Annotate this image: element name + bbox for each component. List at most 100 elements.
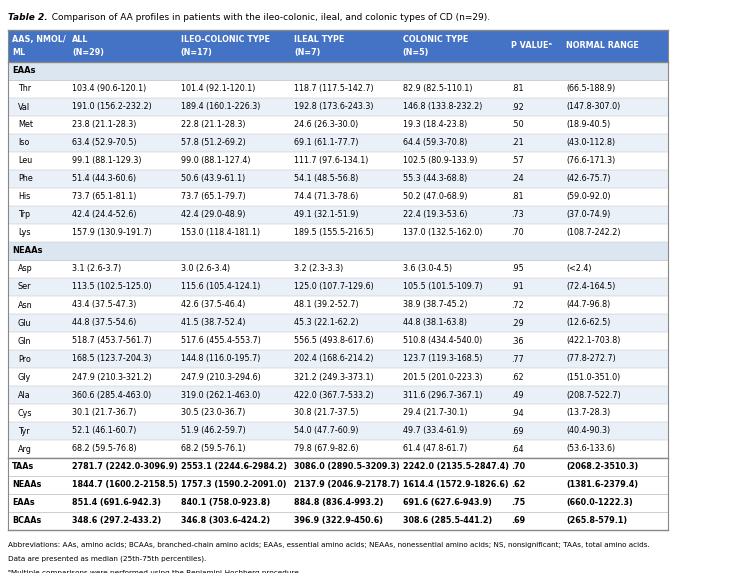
Bar xyxy=(8,242,667,260)
Text: 68.2 (59.5-76.8): 68.2 (59.5-76.8) xyxy=(72,445,137,453)
Text: 24.6 (26.3-30.0): 24.6 (26.3-30.0) xyxy=(294,120,359,129)
Text: (108.7-242.2): (108.7-242.2) xyxy=(566,229,621,237)
Text: .94: .94 xyxy=(511,409,524,418)
Text: Trp: Trp xyxy=(18,210,30,219)
Bar xyxy=(8,368,667,386)
Text: Val: Val xyxy=(18,103,30,112)
Text: 102.5 (80.9-133.9): 102.5 (80.9-133.9) xyxy=(403,156,477,166)
Text: 48.1 (39.2-52.7): 48.1 (39.2-52.7) xyxy=(294,300,359,309)
Text: 54.0 (47.7-60.9): 54.0 (47.7-60.9) xyxy=(294,426,359,435)
Text: (77.8-272.7): (77.8-272.7) xyxy=(566,355,616,363)
Text: (53.6-133.6): (53.6-133.6) xyxy=(566,445,615,453)
Text: 2242.0 (2135.5-2847.4): 2242.0 (2135.5-2847.4) xyxy=(403,462,509,472)
Bar xyxy=(8,458,667,476)
Text: 73.7 (65.1-79.7): 73.7 (65.1-79.7) xyxy=(181,193,246,202)
Text: .62: .62 xyxy=(511,372,524,382)
Text: .91: .91 xyxy=(511,282,524,292)
Text: .92: .92 xyxy=(511,103,524,112)
Text: 101.4 (92.1-120.1): 101.4 (92.1-120.1) xyxy=(181,84,255,93)
Text: COLONIC TYPE: COLONIC TYPE xyxy=(403,35,468,44)
Text: 42.6 (37.5-46.4): 42.6 (37.5-46.4) xyxy=(181,300,245,309)
Bar xyxy=(8,224,667,242)
Text: .64: .64 xyxy=(511,445,524,453)
Text: 73.7 (65.1-81.1): 73.7 (65.1-81.1) xyxy=(72,193,136,202)
Bar xyxy=(8,206,667,224)
Text: 201.5 (201.0-223.3): 201.5 (201.0-223.3) xyxy=(403,372,482,382)
Text: 168.5 (123.7-204.3): 168.5 (123.7-204.3) xyxy=(72,355,151,363)
Text: NEAAs: NEAAs xyxy=(12,481,41,489)
Text: .62: .62 xyxy=(511,481,525,489)
Bar xyxy=(8,476,667,494)
Text: Phe: Phe xyxy=(18,175,33,183)
Text: (76.6-171.3): (76.6-171.3) xyxy=(566,156,616,166)
Text: EAAs: EAAs xyxy=(12,66,35,76)
Text: 247.9 (210.3-321.2): 247.9 (210.3-321.2) xyxy=(72,372,152,382)
Text: 44.8 (37.5-54.6): 44.8 (37.5-54.6) xyxy=(72,319,136,328)
Text: 74.4 (71.3-78.6): 74.4 (71.3-78.6) xyxy=(294,193,359,202)
Text: TAAs: TAAs xyxy=(12,462,34,472)
Text: 54.1 (48.5-56.8): 54.1 (48.5-56.8) xyxy=(294,175,359,183)
Text: 64.4 (59.3-70.8): 64.4 (59.3-70.8) xyxy=(403,139,467,147)
Text: 311.6 (296.7-367.1): 311.6 (296.7-367.1) xyxy=(403,391,482,399)
Text: ILEO-COLONIC TYPE: ILEO-COLONIC TYPE xyxy=(181,35,270,44)
Text: 41.5 (38.7-52.4): 41.5 (38.7-52.4) xyxy=(181,319,245,328)
Text: Table 2.: Table 2. xyxy=(8,13,48,22)
Text: 123.7 (119.3-168.5): 123.7 (119.3-168.5) xyxy=(403,355,482,363)
Text: .70: .70 xyxy=(511,462,525,472)
Text: 30.1 (21.7-36.7): 30.1 (21.7-36.7) xyxy=(72,409,136,418)
Bar xyxy=(8,134,667,152)
Text: Gly: Gly xyxy=(18,372,31,382)
Text: (40.4-90.3): (40.4-90.3) xyxy=(566,426,610,435)
Text: 49.1 (32.1-51.9): 49.1 (32.1-51.9) xyxy=(294,210,359,219)
Text: .69: .69 xyxy=(511,516,525,525)
Text: EAAs: EAAs xyxy=(12,499,34,508)
Text: 2553.1 (2244.6-2984.2): 2553.1 (2244.6-2984.2) xyxy=(181,462,287,472)
Text: (422.1-703.8): (422.1-703.8) xyxy=(566,336,620,346)
Text: Asn: Asn xyxy=(18,300,33,309)
Text: 1757.3 (1590.2-2091.0): 1757.3 (1590.2-2091.0) xyxy=(181,481,286,489)
Text: 3.0 (2.6-3.4): 3.0 (2.6-3.4) xyxy=(181,265,230,273)
Text: 125.0 (107.7-129.6): 125.0 (107.7-129.6) xyxy=(294,282,374,292)
Text: 22.4 (19.3-53.6): 22.4 (19.3-53.6) xyxy=(403,210,467,219)
Text: 105.5 (101.5-109.7): 105.5 (101.5-109.7) xyxy=(403,282,482,292)
Bar xyxy=(8,80,667,98)
Bar xyxy=(8,116,667,134)
Text: 202.4 (168.6-214.2): 202.4 (168.6-214.2) xyxy=(294,355,374,363)
Text: 189.5 (155.5-216.5): 189.5 (155.5-216.5) xyxy=(294,229,374,237)
Text: .24: .24 xyxy=(511,175,524,183)
Text: .72: .72 xyxy=(511,300,524,309)
Text: 50.6 (43.9-61.1): 50.6 (43.9-61.1) xyxy=(181,175,245,183)
Text: (147.8-307.0): (147.8-307.0) xyxy=(566,103,620,112)
Text: 51.9 (46.2-59.7): 51.9 (46.2-59.7) xyxy=(181,426,246,435)
Text: (42.6-75.7): (42.6-75.7) xyxy=(566,175,610,183)
Text: (1381.6-2379.4): (1381.6-2379.4) xyxy=(566,481,638,489)
Text: 57.8 (51.2-69.2): 57.8 (51.2-69.2) xyxy=(181,139,246,147)
Text: ML: ML xyxy=(12,48,25,57)
Bar xyxy=(8,98,667,116)
Text: AAS, NMOL/: AAS, NMOL/ xyxy=(12,35,66,44)
Text: 113.5 (102.5-125.0): 113.5 (102.5-125.0) xyxy=(72,282,152,292)
Text: 840.1 (758.0-923.8): 840.1 (758.0-923.8) xyxy=(181,499,270,508)
Text: (13.7-28.3): (13.7-28.3) xyxy=(566,409,610,418)
Text: .81: .81 xyxy=(511,84,524,93)
Bar xyxy=(8,62,667,80)
Text: 99.0 (88.1-127.4): 99.0 (88.1-127.4) xyxy=(181,156,250,166)
Text: Pro: Pro xyxy=(18,355,31,363)
Text: ALL: ALL xyxy=(72,35,88,44)
Text: P VALUEᵃ: P VALUEᵃ xyxy=(511,41,552,50)
Text: (N=7): (N=7) xyxy=(294,48,321,57)
Text: 2781.7 (2242.0-3096.9): 2781.7 (2242.0-3096.9) xyxy=(72,462,178,472)
Text: Leu: Leu xyxy=(18,156,32,166)
Text: Glu: Glu xyxy=(18,319,31,328)
Text: 1844.7 (1600.2-2158.5): 1844.7 (1600.2-2158.5) xyxy=(72,481,178,489)
Bar xyxy=(8,30,667,62)
Text: (37.0-74.9): (37.0-74.9) xyxy=(566,210,610,219)
Text: 3.6 (3.0-4.5): 3.6 (3.0-4.5) xyxy=(403,265,452,273)
Text: 61.4 (47.8-61.7): 61.4 (47.8-61.7) xyxy=(403,445,467,453)
Text: 153.0 (118.4-181.1): 153.0 (118.4-181.1) xyxy=(181,229,260,237)
Text: .57: .57 xyxy=(511,156,524,166)
Text: (2068.2-3510.3): (2068.2-3510.3) xyxy=(566,462,638,472)
Text: 556.5 (493.8-617.6): 556.5 (493.8-617.6) xyxy=(294,336,374,346)
Text: .77: .77 xyxy=(511,355,524,363)
Text: 43.4 (37.5-47.3): 43.4 (37.5-47.3) xyxy=(72,300,136,309)
